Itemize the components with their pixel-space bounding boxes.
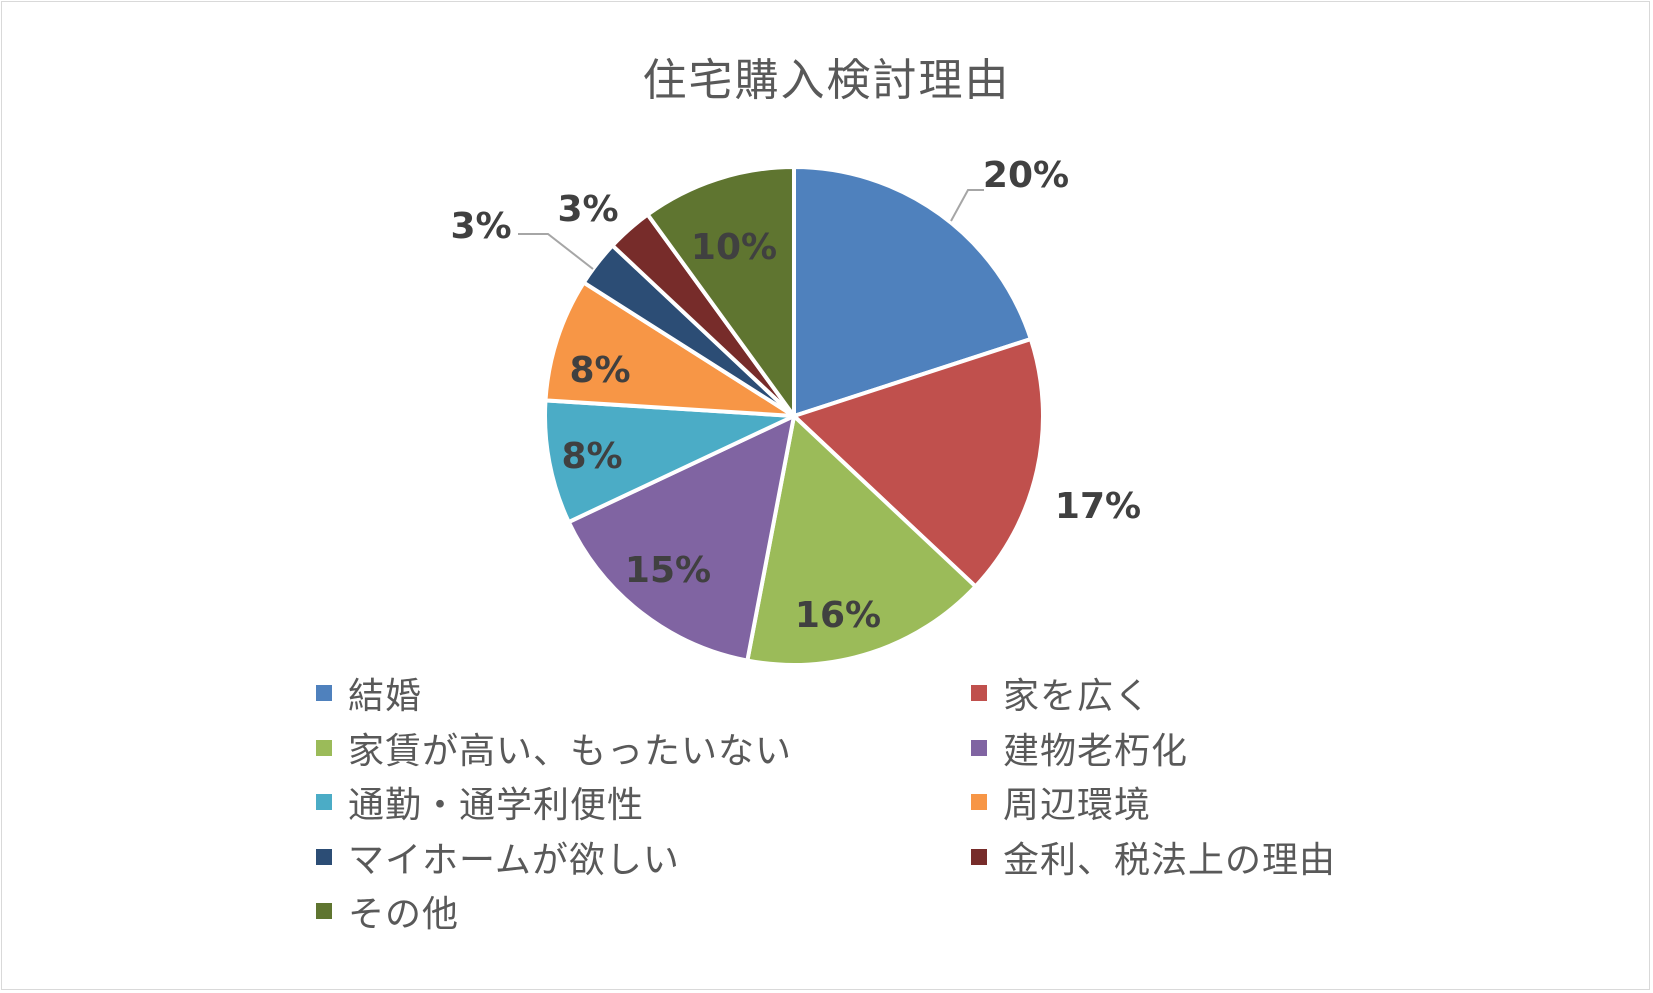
leader-line bbox=[518, 233, 594, 270]
legend-swatch bbox=[971, 685, 987, 701]
legend-swatch bbox=[971, 794, 987, 810]
pie-slice bbox=[745, 414, 978, 667]
pie-slice bbox=[792, 337, 1045, 589]
legend-item: その他 bbox=[316, 886, 459, 936]
pie-slice bbox=[543, 280, 796, 418]
leader-line bbox=[950, 189, 984, 222]
chart-title: 住宅購入検討理由 bbox=[642, 55, 1011, 106]
data-label: 3% bbox=[450, 206, 511, 247]
legend-item: 建物老朽化 bbox=[971, 723, 1188, 773]
legend-swatch bbox=[971, 849, 987, 865]
data-label: 17% bbox=[1055, 486, 1141, 527]
legend-label: マイホームが欲しい bbox=[348, 840, 680, 881]
pie-slice bbox=[566, 414, 796, 663]
data-label: 16% bbox=[795, 595, 881, 636]
legend-swatch bbox=[316, 794, 332, 810]
legend-item: 家賃が高い、もったいない bbox=[316, 723, 792, 773]
legend-item: 通勤・通学利便性 bbox=[316, 777, 644, 827]
legend-item: 周辺環境 bbox=[971, 777, 1151, 827]
legend-item: マイホームが欲しい bbox=[316, 832, 680, 882]
legend-swatch bbox=[316, 849, 332, 865]
legend-item: 結婚 bbox=[316, 668, 422, 718]
pie-slice bbox=[543, 398, 796, 525]
legend-label: 家を広く bbox=[1003, 676, 1152, 717]
legend-label: 建物老朽化 bbox=[1003, 731, 1189, 772]
pie-slice bbox=[645, 165, 796, 418]
pie-slice bbox=[792, 165, 1033, 418]
data-label: 15% bbox=[625, 550, 711, 591]
data-label: 20% bbox=[983, 155, 1069, 196]
legend-item: 金利、税法上の理由 bbox=[971, 832, 1336, 882]
legend-swatch bbox=[316, 685, 332, 701]
legend-label: 通勤・通学利便性 bbox=[348, 785, 645, 826]
data-label: 8% bbox=[569, 350, 630, 391]
data-label: 3% bbox=[557, 189, 618, 230]
legend-swatch bbox=[316, 903, 332, 919]
legend-label: 周辺環境 bbox=[1003, 785, 1152, 826]
legend-swatch bbox=[316, 740, 332, 756]
legend-label: その他 bbox=[348, 894, 460, 935]
legend-label: 結婚 bbox=[348, 676, 423, 717]
data-label: 8% bbox=[561, 436, 622, 477]
data-label: 10% bbox=[691, 227, 777, 268]
legend-item: 家を広く bbox=[971, 668, 1151, 718]
legend-label: 家賃が高い、もったいない bbox=[348, 731, 793, 772]
legend-label: 金利、税法上の理由 bbox=[1003, 840, 1337, 881]
legend-swatch bbox=[971, 740, 987, 756]
